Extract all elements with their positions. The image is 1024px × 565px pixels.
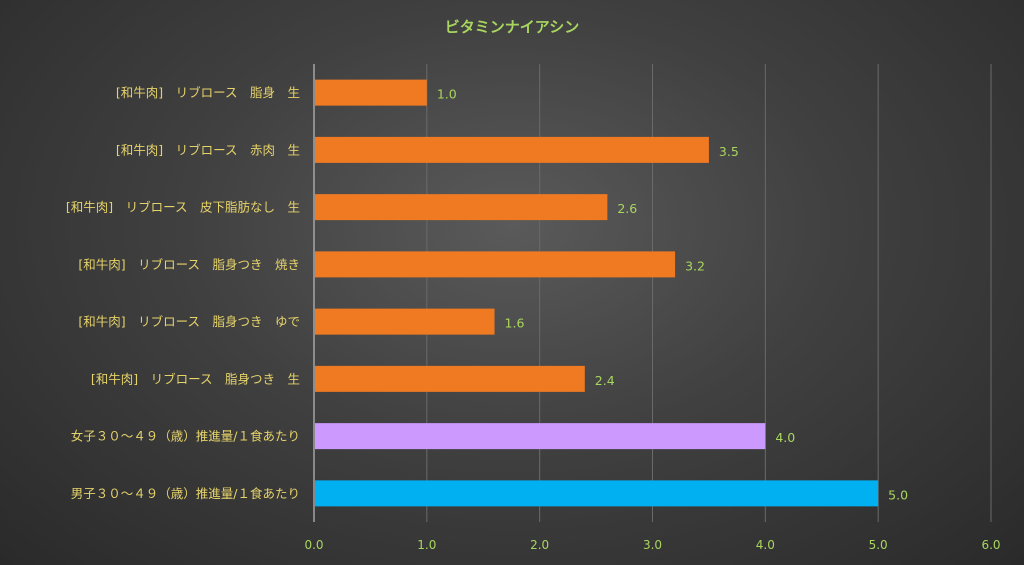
- data-label: 3.2: [685, 258, 705, 273]
- x-tick-label: 3.0: [643, 538, 662, 552]
- bar: [315, 251, 676, 278]
- chart-title: ビタミンナイアシン: [445, 18, 579, 36]
- category-label: [和牛肉] リブロース 脂身つき 焼き: [78, 257, 300, 272]
- data-label: 2.6: [617, 201, 637, 216]
- category-label: [和牛肉] リブロース 脂身つき ゆで: [78, 314, 300, 329]
- data-label: 2.4: [595, 373, 615, 388]
- bar: [315, 423, 766, 450]
- data-label: 4.0: [775, 430, 795, 445]
- data-label: 1.0: [437, 87, 457, 102]
- x-tick-label: 0.0: [304, 538, 323, 552]
- category-label: [和牛肉] リブロース 脂身つき 生: [91, 371, 300, 386]
- category-label: [和牛肉] リブロース 脂身 生: [116, 85, 300, 100]
- category-label: [和牛肉] リブロース 皮下脂肪なし 生: [66, 200, 300, 215]
- gridlines: [313, 64, 992, 522]
- bar: [315, 136, 709, 163]
- x-tick-label: 5.0: [869, 538, 888, 552]
- data-label: 5.0: [888, 487, 908, 502]
- x-tick-label: 1.0: [417, 538, 436, 552]
- bar: [315, 308, 495, 335]
- labels: 0.0 1.0 2.0 3.0 4.0 5.0 6.0 [和牛肉] リブロース 脂身 生 1.0…: [66, 85, 1001, 552]
- category-label: 女子３０～４９（歳）推進量/１食あたり: [71, 429, 300, 444]
- category-label: 男子３０～４９（歳）推進量/１食あたり: [71, 486, 300, 501]
- bar: [315, 365, 585, 392]
- data-label: 1.6: [505, 316, 525, 331]
- x-tick-label: 2.0: [530, 538, 549, 552]
- bar: [315, 194, 608, 221]
- bar: [315, 79, 427, 106]
- bars: [315, 79, 879, 507]
- bar: [315, 480, 879, 507]
- data-label: 3.5: [719, 144, 739, 159]
- category-label: [和牛肉] リブロース 赤肉 生: [116, 142, 300, 157]
- x-tick-label: 6.0: [981, 538, 1000, 552]
- x-tick-label: 4.0: [756, 538, 775, 552]
